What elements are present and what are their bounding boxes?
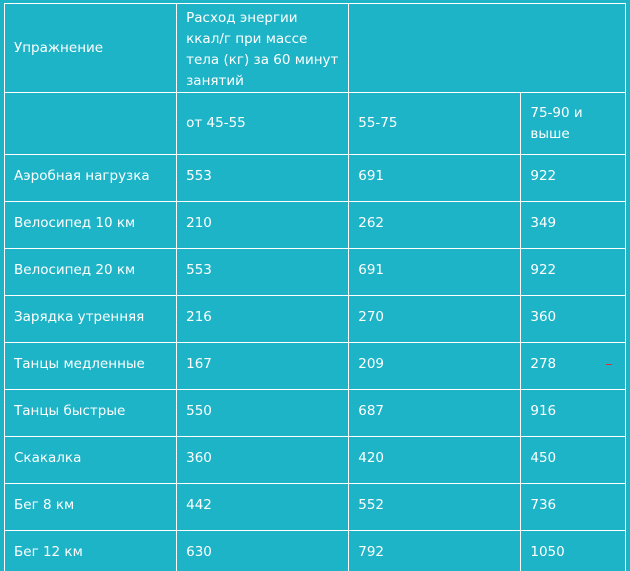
exercise-name: Бег 8 км: [3, 483, 178, 531]
value-cell: 450: [520, 436, 626, 484]
value-cell: 691: [348, 248, 522, 296]
table-row: Зарядка утренняя 216 270 360: [3, 295, 626, 343]
header-weight-2: 55-75: [348, 92, 522, 155]
header-empty-left: [3, 92, 178, 155]
value-cell: 687: [348, 389, 522, 437]
value-cell: 922: [520, 154, 626, 202]
header-weight-1: от 45-55: [176, 92, 350, 155]
value-cell: 349: [520, 201, 626, 249]
value-cell: 167: [176, 342, 350, 390]
table-row: Аэробная нагрузка 553 691 922: [3, 154, 626, 202]
header-empty: [348, 3, 626, 93]
value-cell: 550: [176, 389, 350, 437]
value-cell: 360: [520, 295, 626, 343]
table-row: Скакалка 360 420 450: [3, 436, 626, 484]
header-energy-title: Расход энергии ккал/г при массе тела (кг…: [176, 3, 350, 93]
table-row: Велосипед 10 км 210 262 349: [3, 201, 626, 249]
value-cell: 216: [176, 295, 350, 343]
value-cell: 270: [348, 295, 522, 343]
value-cell: 553: [176, 154, 350, 202]
value-cell: 691: [348, 154, 522, 202]
value-cell: 630: [176, 530, 350, 571]
exercise-name: Танцы медленные: [3, 342, 178, 390]
value-cell: 442: [176, 483, 350, 531]
value-cell: 552: [348, 483, 522, 531]
table-row: Велосипед 20 км 553 691 922: [3, 248, 626, 296]
value-cell: 210: [176, 201, 350, 249]
value-cell: 420: [348, 436, 522, 484]
value-cell: 553: [176, 248, 350, 296]
exercise-name: Велосипед 20 км: [3, 248, 178, 296]
exercise-name: Зарядка утренняя: [3, 295, 178, 343]
value-cell: 278: [520, 342, 626, 390]
table-row: Бег 12 км 630 792 1050: [3, 530, 626, 571]
value-cell: 360: [176, 436, 350, 484]
exercise-name: Бег 12 км: [3, 530, 178, 571]
value-cell: 736: [520, 483, 626, 531]
header-weight-3: 75-90 и выше: [520, 92, 626, 155]
exercise-name: Велосипед 10 км: [3, 201, 178, 249]
exercise-name: Аэробная нагрузка: [3, 154, 178, 202]
red-dash-mark: [606, 364, 612, 365]
table-row: Бег 8 км 442 552 736: [3, 483, 626, 531]
exercise-name: Танцы быстрые: [3, 389, 178, 437]
table-row: Танцы быстрые 550 687 916: [3, 389, 626, 437]
value-cell: 792: [348, 530, 522, 571]
header-row-1: Упражнение Расход энергии ккал/г при мас…: [3, 3, 626, 93]
value-cell: 922: [520, 248, 626, 296]
header-exercise: Упражнение: [3, 3, 178, 93]
table-row: Танцы медленные 167 209 278: [3, 342, 626, 390]
value-cell: 916: [520, 389, 626, 437]
header-row-2: от 45-55 55-75 75-90 и выше: [3, 92, 626, 155]
value-cell: 209: [348, 342, 522, 390]
value-cell: 1050: [520, 530, 626, 571]
energy-table: Упражнение Расход энергии ккал/г при мас…: [3, 3, 626, 571]
exercise-name: Скакалка: [3, 436, 178, 484]
value-cell: 262: [348, 201, 522, 249]
